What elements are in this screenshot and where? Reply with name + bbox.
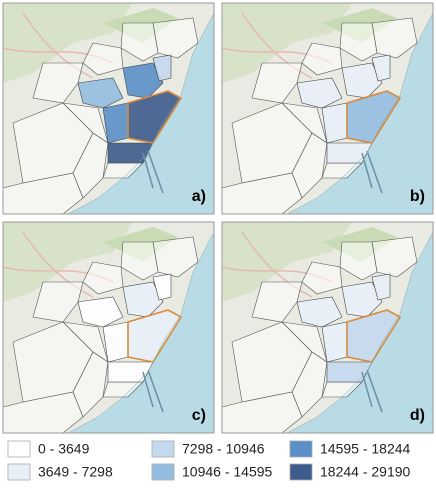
district [107, 142, 154, 164]
legend-label: 14595 - 18244 [320, 441, 411, 457]
map-panel: d) [221, 221, 434, 434]
legend-swatch [7, 440, 31, 458]
map-panel: a) [2, 2, 215, 215]
port [142, 150, 164, 194]
legend-swatch [7, 463, 31, 481]
district [341, 62, 383, 99]
green-area [3, 222, 133, 302]
legend-label: 0 - 3649 [38, 441, 90, 457]
district [152, 54, 172, 82]
city-outline [346, 90, 402, 144]
panel-border [221, 2, 434, 215]
municipality [82, 261, 124, 295]
municipality [82, 42, 124, 76]
legend-label: 18244 - 29190 [320, 464, 411, 480]
port [142, 369, 164, 413]
district [326, 361, 373, 383]
panel-label: d) [410, 407, 425, 424]
district [77, 296, 124, 328]
municipality [339, 241, 378, 281]
district [122, 281, 164, 318]
district [122, 62, 164, 99]
green-area [222, 222, 352, 302]
sea [287, 232, 433, 433]
municipality [32, 281, 84, 323]
port [361, 150, 383, 194]
map-panel: c) [2, 221, 215, 434]
panel-border [2, 221, 215, 434]
district [371, 273, 391, 301]
district [341, 281, 383, 318]
municipality [301, 42, 343, 76]
sea [68, 232, 214, 433]
district [77, 77, 124, 109]
district [107, 361, 154, 383]
legend-label: 3649 - 7298 [38, 464, 113, 480]
municipality [120, 241, 159, 281]
legend-swatch [151, 463, 175, 481]
municipality [339, 22, 378, 62]
city-outline [346, 309, 402, 363]
panel-label: c) [192, 407, 206, 424]
panel-label: b) [410, 188, 425, 205]
district [296, 296, 343, 328]
panel-border [2, 2, 215, 215]
district [371, 54, 391, 82]
port [361, 369, 383, 413]
district [296, 77, 343, 109]
legend-swatch [289, 463, 313, 481]
legend-swatch [151, 440, 175, 458]
municipality [32, 62, 84, 104]
legend-label: 7298 - 10946 [182, 441, 265, 457]
sea [287, 13, 433, 214]
green-area [222, 3, 352, 83]
legend-label: 10946 - 14595 [182, 464, 273, 480]
city-outline [127, 90, 183, 144]
municipality [120, 22, 159, 62]
legend-swatch [289, 440, 313, 458]
green-area [3, 3, 133, 83]
district [152, 273, 172, 301]
municipality [251, 281, 303, 323]
panel-label: a) [192, 188, 206, 205]
city-outline [127, 309, 183, 363]
municipality [251, 62, 303, 104]
municipality [301, 261, 343, 295]
panel-border [221, 221, 434, 434]
sea [68, 13, 214, 214]
district [326, 142, 373, 164]
map-panel: b) [221, 2, 434, 215]
